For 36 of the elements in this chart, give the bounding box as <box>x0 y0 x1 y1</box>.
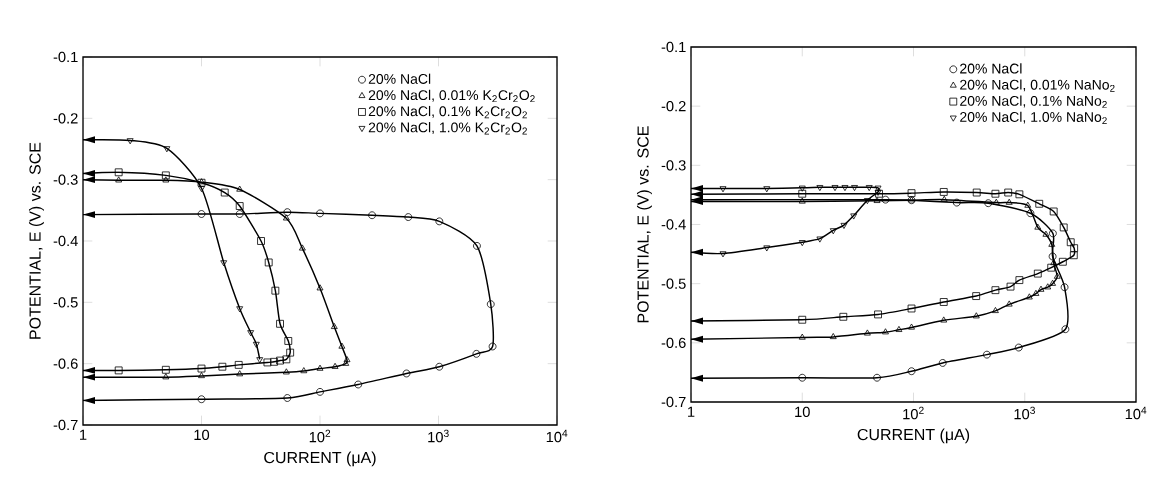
x-tick-label: 10$^{2}$ <box>309 429 331 443</box>
x-tick-label: 10$^{4}$ <box>1125 406 1147 420</box>
legend-label: 20% NaCl <box>960 63 1022 74</box>
y-tick-label: -0.2 <box>661 100 686 112</box>
y-tick-label: -0.3 <box>53 174 78 185</box>
x-axis-title: CURRENT (μA) <box>264 451 376 467</box>
y-axis-title: POTENTIAL, E (V) vs. SCE <box>636 126 652 323</box>
y-tick-label: -0.5 <box>53 297 78 308</box>
y-tick-label: -0.5 <box>661 278 686 289</box>
y-tick-label: -0.6 <box>661 337 686 349</box>
y-tick-label: -0.7 <box>53 419 78 431</box>
legend-label: 20% NaCl <box>368 73 431 84</box>
y-tick-label: -0.1 <box>53 51 78 63</box>
y-tick-label: -0.6 <box>53 358 78 369</box>
legend-label: 20% NaCl, 1.0% K$_{2}$Cr$_{2}$O$_{2}$ <box>368 122 527 135</box>
y-tick-label: -0.3 <box>661 160 686 171</box>
x-tick-label: 10 <box>795 406 810 418</box>
x-tick-label: 10 <box>194 429 210 441</box>
x-tick-label: 1 <box>80 429 87 440</box>
x-tick-label: 10$^{4}$ <box>546 429 568 443</box>
legend-label: 20% NaCl, 0.1% K$_{2}$Cr$_{2}$O$_{2}$ <box>368 105 527 119</box>
x-axis-title: CURRENT (μA) <box>857 428 970 444</box>
x-tick-label: 10$^{2}$ <box>903 406 924 420</box>
legend-label: 20% NaCl, 1.0% NaNo$_{2}$ <box>960 111 1107 125</box>
legend-label: 20% NaCl, 0.1% NaNo$_{2}$ <box>960 95 1107 108</box>
x-tick-label: 10$^{3}$ <box>428 429 449 443</box>
legend-label: 20% NaCl, 0.01% NaNo$_{2}$ <box>960 79 1115 92</box>
legend-label: 20% NaCl, 0.01% K$_{2}$Cr$_{2}$O$_{2}$ <box>368 89 535 103</box>
y-tick-label: -0.4 <box>53 235 78 247</box>
y-tick-label: -0.7 <box>661 396 686 408</box>
y-tick-label: -0.4 <box>661 219 686 230</box>
y-axis-title: POTENTIAL, E (V) vs. SCE <box>28 142 44 339</box>
y-tick-label: -0.1 <box>661 41 686 53</box>
x-tick-label: 10$^{3}$ <box>1014 406 1035 420</box>
y-tick-label: -0.2 <box>53 113 78 124</box>
x-tick-label: 1 <box>688 406 695 417</box>
